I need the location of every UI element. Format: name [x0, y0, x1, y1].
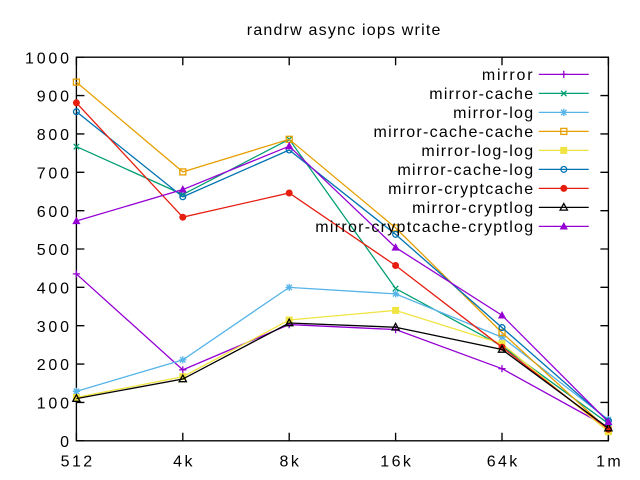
svg-text:randrw async iops write: randrw async iops write	[247, 22, 442, 39]
svg-text:8k: 8k	[280, 454, 302, 471]
svg-text:0: 0	[60, 434, 72, 451]
svg-text:mirror: mirror	[482, 67, 535, 84]
svg-text:16k: 16k	[380, 454, 413, 471]
svg-text:200: 200	[37, 357, 72, 374]
svg-text:mirror-cryptcache: mirror-cryptcache	[388, 181, 534, 198]
svg-text:512: 512	[61, 454, 95, 471]
svg-text:mirror-log: mirror-log	[453, 105, 534, 122]
svg-text:100: 100	[37, 396, 72, 413]
svg-text:mirror-cryptlog: mirror-cryptlog	[412, 200, 534, 217]
svg-text:mirror-cache-log: mirror-cache-log	[397, 162, 534, 179]
svg-text:300: 300	[37, 319, 72, 336]
svg-text:1000: 1000	[25, 50, 72, 67]
svg-text:400: 400	[37, 281, 72, 298]
svg-text:mirror-log-log: mirror-log-log	[421, 143, 534, 160]
svg-text:mirror-cache: mirror-cache	[429, 86, 534, 103]
svg-text:64k: 64k	[487, 454, 520, 471]
svg-text:600: 600	[37, 204, 72, 221]
svg-text:500: 500	[37, 242, 72, 259]
svg-text:4k: 4k	[173, 454, 195, 471]
svg-text:800: 800	[37, 127, 72, 144]
svg-text:mirror-cache-cache: mirror-cache-cache	[374, 124, 535, 141]
svg-text:700: 700	[37, 165, 72, 182]
svg-text:1m: 1m	[596, 454, 623, 471]
svg-text:mirror-cryptcache-cryptlog: mirror-cryptcache-cryptlog	[315, 219, 534, 236]
svg-text:900: 900	[37, 89, 72, 106]
